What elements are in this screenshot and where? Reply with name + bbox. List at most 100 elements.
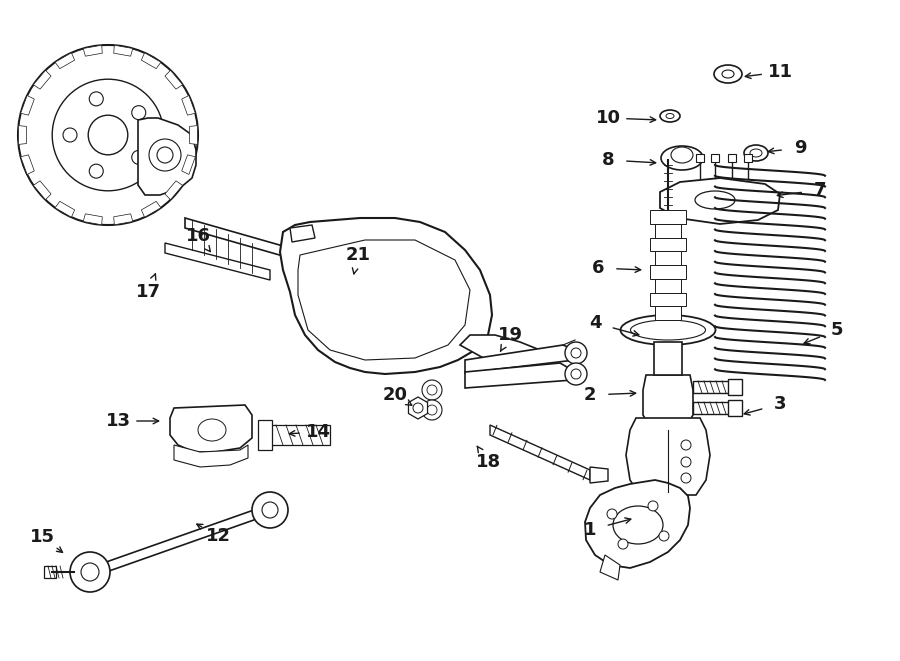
Polygon shape xyxy=(33,70,51,89)
Polygon shape xyxy=(650,210,686,224)
Polygon shape xyxy=(182,96,195,115)
Circle shape xyxy=(131,106,146,120)
Polygon shape xyxy=(490,425,590,480)
Polygon shape xyxy=(655,306,681,320)
Polygon shape xyxy=(182,155,195,175)
Circle shape xyxy=(413,403,423,413)
Text: 18: 18 xyxy=(475,453,500,471)
Polygon shape xyxy=(298,240,470,360)
Circle shape xyxy=(422,400,442,420)
Polygon shape xyxy=(21,155,34,175)
Circle shape xyxy=(565,363,587,385)
Circle shape xyxy=(422,380,442,400)
Polygon shape xyxy=(185,218,290,258)
Ellipse shape xyxy=(631,320,706,340)
Polygon shape xyxy=(460,335,548,375)
Text: 13: 13 xyxy=(105,412,130,430)
Circle shape xyxy=(427,385,437,395)
Polygon shape xyxy=(655,251,681,265)
Polygon shape xyxy=(165,181,183,200)
Polygon shape xyxy=(409,397,428,419)
Polygon shape xyxy=(728,154,736,162)
Circle shape xyxy=(335,290,355,310)
Polygon shape xyxy=(33,181,51,200)
Text: 6: 6 xyxy=(592,259,604,277)
Polygon shape xyxy=(693,402,730,414)
Text: 1: 1 xyxy=(584,521,596,539)
Polygon shape xyxy=(650,265,686,279)
Circle shape xyxy=(262,502,278,518)
Circle shape xyxy=(18,45,198,225)
Ellipse shape xyxy=(620,315,716,345)
Polygon shape xyxy=(590,467,608,483)
Ellipse shape xyxy=(714,65,742,83)
Polygon shape xyxy=(83,45,103,56)
Polygon shape xyxy=(660,178,780,224)
Ellipse shape xyxy=(695,191,735,209)
Polygon shape xyxy=(83,214,103,225)
Polygon shape xyxy=(19,126,26,144)
Polygon shape xyxy=(728,400,742,416)
Circle shape xyxy=(681,440,691,450)
Text: 17: 17 xyxy=(136,283,160,301)
Polygon shape xyxy=(55,53,75,69)
Polygon shape xyxy=(141,202,161,217)
Circle shape xyxy=(81,563,99,581)
Circle shape xyxy=(89,164,104,178)
Polygon shape xyxy=(113,45,133,56)
Text: 8: 8 xyxy=(602,151,615,169)
Text: 14: 14 xyxy=(305,423,330,441)
Polygon shape xyxy=(465,345,575,373)
Polygon shape xyxy=(655,279,681,293)
Polygon shape xyxy=(643,375,693,420)
Polygon shape xyxy=(696,154,704,162)
Polygon shape xyxy=(165,70,183,89)
Circle shape xyxy=(89,92,104,106)
Text: 2: 2 xyxy=(584,386,596,404)
Circle shape xyxy=(252,492,288,528)
Text: 11: 11 xyxy=(768,63,793,81)
Polygon shape xyxy=(138,118,196,195)
Circle shape xyxy=(607,509,617,519)
Text: 21: 21 xyxy=(346,246,371,264)
Polygon shape xyxy=(21,96,34,115)
Polygon shape xyxy=(650,293,686,306)
Polygon shape xyxy=(728,379,742,395)
Ellipse shape xyxy=(661,146,703,170)
Text: 15: 15 xyxy=(30,528,55,546)
Polygon shape xyxy=(650,237,686,251)
Polygon shape xyxy=(693,381,730,393)
Ellipse shape xyxy=(750,149,762,157)
Text: 4: 4 xyxy=(589,314,601,332)
Polygon shape xyxy=(585,480,690,568)
Ellipse shape xyxy=(613,506,663,544)
Ellipse shape xyxy=(666,114,674,118)
Polygon shape xyxy=(465,363,573,388)
Circle shape xyxy=(681,457,691,467)
Circle shape xyxy=(648,501,658,511)
Polygon shape xyxy=(44,566,56,578)
Circle shape xyxy=(385,288,405,308)
Text: 7: 7 xyxy=(814,181,826,199)
Polygon shape xyxy=(170,405,252,452)
Ellipse shape xyxy=(722,70,734,78)
Ellipse shape xyxy=(660,110,680,122)
Circle shape xyxy=(618,539,628,549)
Text: 10: 10 xyxy=(596,109,620,127)
Text: 5: 5 xyxy=(831,321,843,339)
Circle shape xyxy=(375,278,415,318)
Text: 9: 9 xyxy=(794,139,806,157)
Circle shape xyxy=(52,79,164,191)
Circle shape xyxy=(659,531,669,541)
Polygon shape xyxy=(190,126,197,144)
Circle shape xyxy=(131,150,146,165)
Polygon shape xyxy=(290,225,315,242)
Polygon shape xyxy=(655,224,681,237)
Polygon shape xyxy=(711,154,719,162)
Polygon shape xyxy=(55,202,75,217)
Polygon shape xyxy=(654,342,682,375)
Circle shape xyxy=(571,348,581,358)
Circle shape xyxy=(427,405,437,415)
Polygon shape xyxy=(113,214,133,225)
Text: 12: 12 xyxy=(205,527,230,545)
